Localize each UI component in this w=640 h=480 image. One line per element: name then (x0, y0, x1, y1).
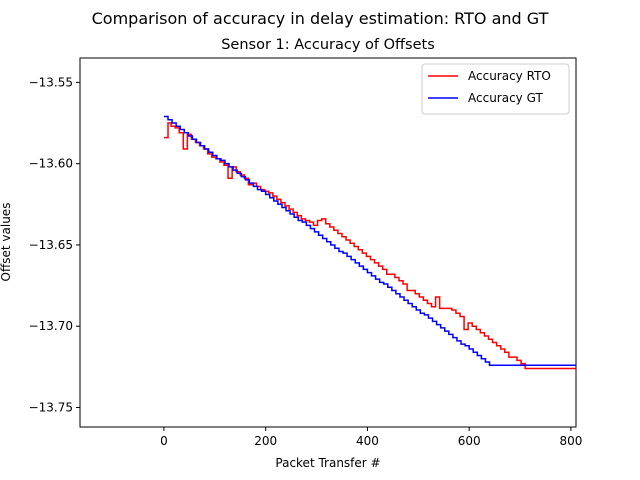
y-tick-label: −13.70 (29, 319, 73, 333)
plot-series (163, 115, 576, 370)
chart-subtitle: Sensor 1: Accuracy of Offsets (221, 37, 435, 53)
x-axis-ticks: 0 200 400 600 800 (160, 427, 582, 448)
x-tick-label: 800 (559, 434, 582, 448)
legend-box (421, 63, 570, 115)
legend-label-accuracy-rto: Accuracy RTO (468, 69, 551, 83)
series-line-accuracy-gt (163, 115, 576, 366)
x-tick-label: 0 (160, 434, 168, 448)
series-line-accuracy-rto (163, 122, 576, 370)
plot-frame (79, 57, 577, 428)
y-tick-label: −13.55 (29, 75, 73, 89)
x-tick-label: 400 (356, 434, 379, 448)
x-axis-label: Packet Transfer # (275, 456, 380, 470)
chart-title: Comparison of accuracy in delay estimati… (92, 9, 549, 28)
y-axis-ticks: −13.55 −13.60 −13.65 −13.70 −13.75 (29, 75, 80, 414)
legend-label-accuracy-gt: Accuracy GT (468, 91, 543, 105)
y-tick-label: −13.65 (29, 238, 73, 252)
y-tick-label: −13.75 (29, 400, 73, 414)
legend: Accuracy RTO Accuracy GT (421, 63, 570, 115)
y-tick-label: −13.60 (29, 157, 73, 171)
x-tick-label: 600 (458, 434, 481, 448)
y-axis-label: Offset values (0, 203, 13, 282)
x-tick-label: 200 (254, 434, 277, 448)
